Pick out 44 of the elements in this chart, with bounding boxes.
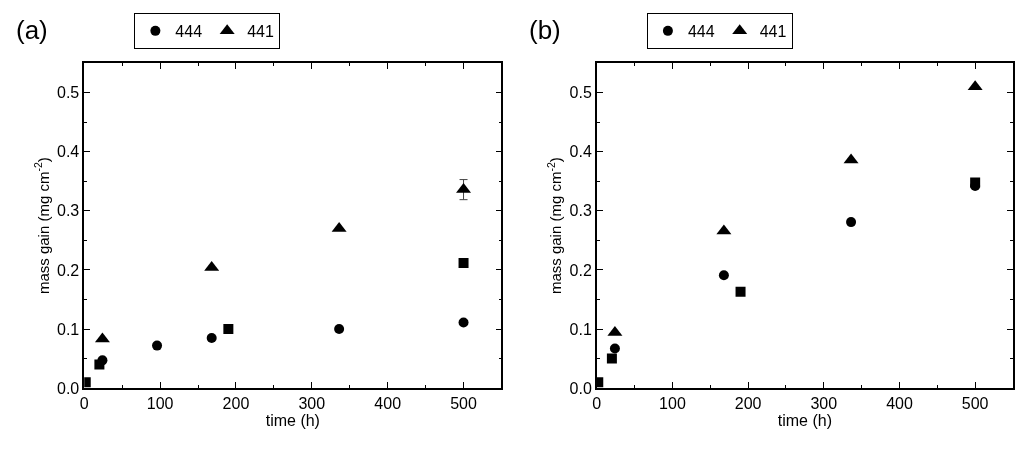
chart-title: (a) xyxy=(16,15,48,45)
point xyxy=(458,317,469,328)
y-tick-label: 0.2 xyxy=(57,261,80,279)
x-tick-label: 0 xyxy=(592,395,602,413)
y-tick-label: 0.4 xyxy=(57,143,80,161)
point xyxy=(606,353,617,364)
x-axis-title: time (h) xyxy=(265,412,320,430)
x-tick-label: 100 xyxy=(146,395,174,413)
point xyxy=(97,355,108,366)
point xyxy=(152,340,163,351)
x-tick-label: 200 xyxy=(222,395,250,413)
point xyxy=(334,324,345,335)
y-tick-label: 0.0 xyxy=(57,379,80,397)
legend-label: 441 xyxy=(759,23,787,41)
x-tick-label: 200 xyxy=(734,395,762,413)
legend-label: 444 xyxy=(175,23,203,41)
x-tick-label: 300 xyxy=(298,395,326,413)
x-tick-label: 400 xyxy=(374,395,402,413)
y-tick-label: 0.1 xyxy=(57,320,80,338)
x-tick-label: 500 xyxy=(961,395,989,413)
y-tick-label: 0.0 xyxy=(569,379,592,397)
y-tick-label: 0.5 xyxy=(569,84,592,102)
y-tick-label: 0.5 xyxy=(57,84,80,102)
x-tick-label: 500 xyxy=(450,395,477,413)
y-tick-label: 0.1 xyxy=(569,320,592,338)
point xyxy=(206,332,217,343)
y-tick-label: 0.4 xyxy=(569,143,592,161)
x-tick-label: 0 xyxy=(79,395,89,413)
chart-title: (b) xyxy=(529,15,561,45)
y-tick-label: 0.3 xyxy=(57,202,80,220)
point xyxy=(223,324,234,335)
point xyxy=(846,217,857,228)
point xyxy=(458,257,469,268)
x-axis-title: time (h) xyxy=(777,412,832,430)
y-tick-label: 0.2 xyxy=(569,261,592,279)
x-tick-label: 400 xyxy=(886,395,913,413)
point xyxy=(735,286,746,297)
x-tick-label: 100 xyxy=(659,395,686,413)
legend-label: 444 xyxy=(687,23,715,41)
legend-label: 441 xyxy=(247,23,274,41)
point xyxy=(609,343,620,354)
x-tick-label: 300 xyxy=(810,395,838,413)
y-tick-label: 0.3 xyxy=(569,202,592,220)
point xyxy=(718,270,729,281)
